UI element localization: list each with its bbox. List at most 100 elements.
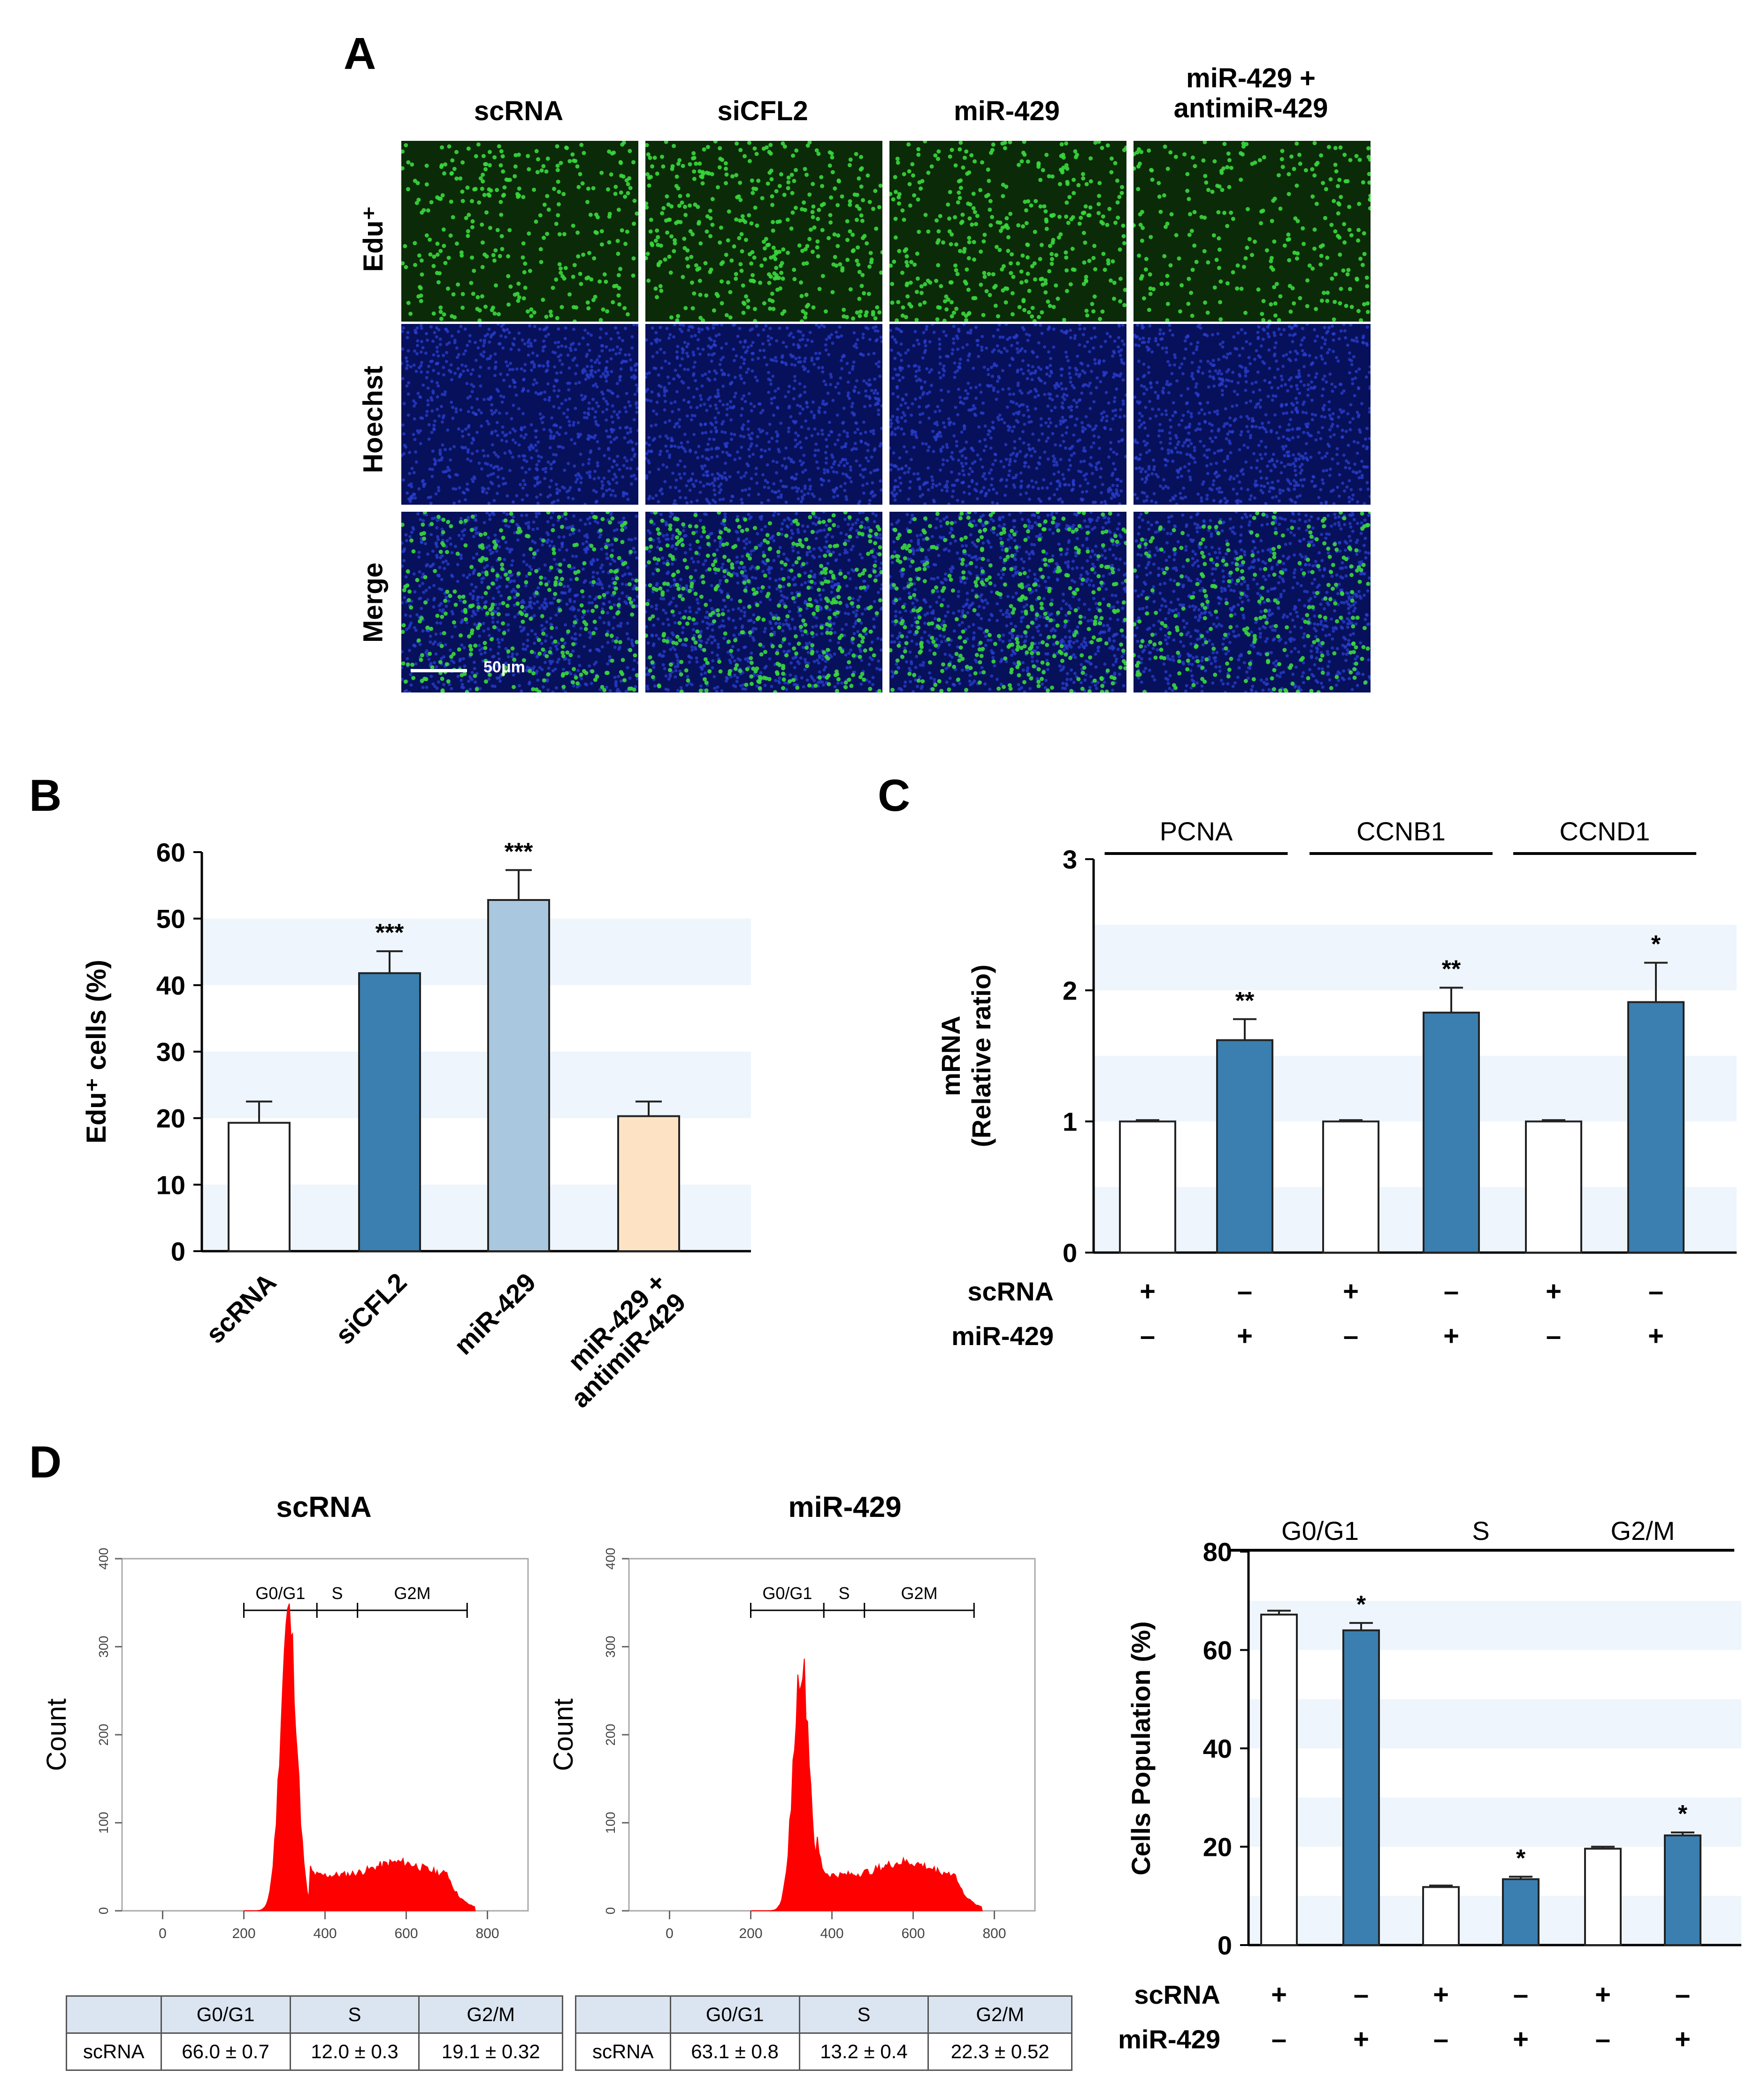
edu-nucleus (1065, 289, 1069, 293)
edu-nucleus (719, 279, 724, 284)
hoechst-nucleus (581, 336, 585, 340)
hoechst-nucleus (1320, 357, 1324, 361)
hoechst-nucleus (426, 338, 429, 342)
hoechst-nucleus (778, 326, 781, 330)
hoechst-nucleus (467, 433, 471, 437)
hoechst-nucleus (667, 336, 671, 340)
edu-nucleus (692, 291, 697, 296)
edu-nucleus (860, 218, 865, 223)
hoechst-nucleus (473, 412, 477, 415)
edu-nucleus (1019, 159, 1024, 164)
hoechst-nucleus (952, 484, 956, 487)
hoechst-nucleus (999, 351, 1003, 354)
hoechst-nucleus (426, 386, 430, 390)
hoechst-nucleus (1154, 500, 1158, 504)
hoechst-nucleus (482, 344, 485, 347)
hoechst-nucleus (681, 357, 684, 361)
edu-nucleus (557, 262, 562, 267)
edu-nucleus (507, 177, 512, 182)
hoechst-nucleus (677, 489, 681, 493)
edu-nucleus (1348, 287, 1352, 292)
hoechst-nucleus (539, 455, 543, 459)
hoechst-nucleus (502, 378, 506, 382)
hoechst-nucleus (992, 487, 996, 491)
edu-nucleus (692, 177, 697, 181)
hoechst-nucleus (758, 427, 761, 431)
edu-nucleus (1314, 162, 1318, 167)
hoechst-nucleus (504, 335, 507, 339)
hoechst-nucleus (824, 461, 828, 465)
hoechst-nucleus (855, 459, 858, 463)
hoechst-nucleus (1287, 357, 1291, 361)
edu-nucleus (526, 154, 530, 158)
edu-nucleus (1064, 250, 1068, 255)
hoechst-nucleus (555, 431, 559, 435)
edu-nucleus (681, 275, 685, 279)
hoechst-nucleus (1003, 346, 1006, 350)
hoechst-nucleus (1209, 437, 1212, 440)
hoechst-nucleus (1065, 329, 1069, 333)
hoechst-nucleus (552, 385, 556, 388)
edu-nucleus (1084, 308, 1089, 313)
hoechst-nucleus (672, 502, 676, 505)
hoechst-nucleus (615, 382, 619, 385)
hoechst-nucleus (531, 351, 535, 355)
hoechst-nucleus (605, 429, 608, 433)
hoechst-nucleus (1179, 492, 1182, 495)
hoechst-nucleus (774, 356, 777, 360)
hoechst-nucleus (1067, 483, 1071, 487)
hoechst-nucleus (515, 494, 519, 498)
edu-nucleus (614, 284, 619, 288)
edu-nucleus (599, 242, 604, 247)
hoechst-nucleus (693, 334, 697, 338)
hoechst-nucleus (1179, 467, 1183, 470)
hoechst-nucleus (721, 385, 725, 388)
hoechst-nucleus (437, 486, 440, 490)
edu-nucleus (555, 316, 559, 321)
hoechst-nucleus (1170, 372, 1174, 376)
hoechst-nucleus (1162, 478, 1166, 482)
hoechst-nucleus (987, 488, 991, 492)
hoechst-nucleus (1154, 473, 1158, 477)
hoechst-nucleus (1300, 338, 1304, 342)
edu-nucleus (1212, 285, 1217, 290)
hoechst-nucleus (1326, 351, 1330, 354)
edu-nucleus (1041, 168, 1045, 172)
hoechst-nucleus (808, 478, 812, 482)
edu-nucleus (623, 241, 628, 246)
hoechst-nucleus (769, 378, 773, 382)
edu-nucleus (800, 248, 804, 253)
edu-nucleus (475, 295, 480, 300)
edu-nucleus (771, 307, 776, 311)
edu-nucleus (527, 231, 531, 236)
hoechst-nucleus (1320, 394, 1324, 398)
edu-nucleus (889, 192, 893, 196)
hoechst-nucleus (1304, 456, 1308, 460)
edu-nucleus (986, 192, 991, 197)
hoechst-nucleus (721, 403, 725, 407)
hoechst-nucleus (1248, 498, 1252, 501)
hoechst-nucleus (521, 412, 525, 415)
edu-nucleus (713, 141, 718, 144)
hoechst-nucleus (475, 449, 479, 453)
edu-nucleus (618, 267, 623, 271)
hoechst-nucleus (590, 365, 594, 369)
hoechst-nucleus (816, 448, 820, 452)
edu-nucleus (967, 240, 972, 245)
hoechst-nucleus (507, 331, 511, 334)
hoechst-nucleus (619, 348, 622, 352)
edu-nucleus (1348, 158, 1353, 162)
hoechst-nucleus (1216, 372, 1220, 376)
edu-nucleus (1219, 169, 1224, 173)
hoechst-nucleus (851, 401, 855, 405)
hoechst-nucleus (843, 458, 847, 462)
edu-nucleus (855, 258, 859, 263)
edu-nucleus (803, 247, 808, 252)
hoechst-nucleus (616, 454, 620, 458)
edu-nucleus (1159, 282, 1164, 286)
hoechst-nucleus (587, 458, 591, 462)
edu-nucleus (674, 221, 678, 225)
edu-nucleus (929, 164, 934, 169)
hoechst-nucleus (1292, 479, 1296, 483)
edu-nucleus (1203, 300, 1207, 305)
